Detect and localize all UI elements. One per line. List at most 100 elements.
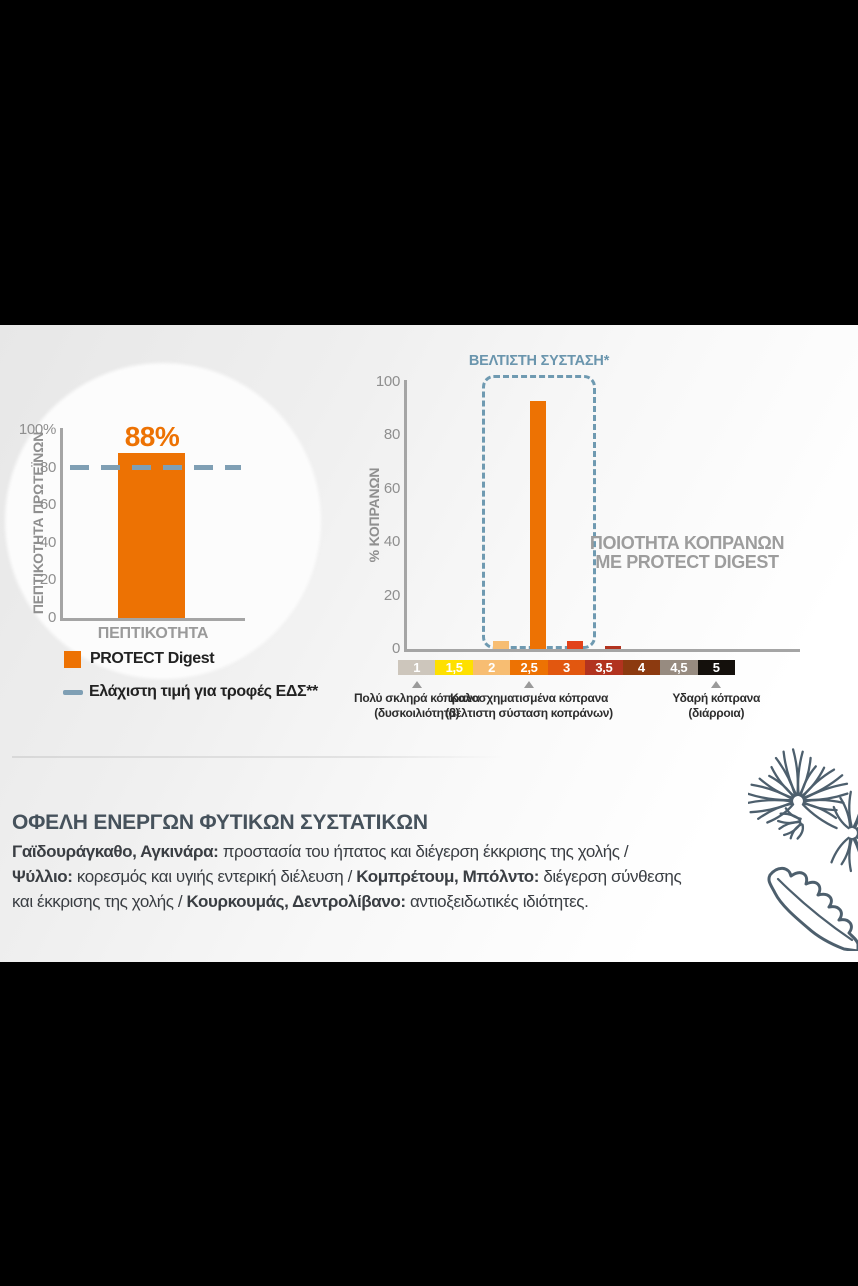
benefits-paragraph: Γαϊδουράγκαθο, Αγκινάρα: προστασία του ή… <box>12 839 692 914</box>
marker-label-line-1: Πολύ σκληρά κόπρανα <box>353 691 480 705</box>
y-tick-label: 20 <box>383 586 400 604</box>
y-tick-label: 60 <box>383 479 400 497</box>
thistle-leaf-midrib <box>776 877 854 942</box>
thistle-leaf <box>767 866 858 951</box>
thistle-petal-stroke <box>799 765 817 797</box>
y-tick-label: 0 <box>391 640 400 657</box>
y-tick-label: 80 <box>39 458 56 476</box>
thistle-petal-stroke <box>802 782 849 801</box>
thistle-petal-stroke <box>832 805 850 830</box>
left-chart-category-label: ΠΕΠΤΙΚΟΤΗΤΑ <box>97 625 209 642</box>
thistle-illustration <box>748 748 858 951</box>
marker-label-line-1: Υδαρή κόπρανα <box>672 691 761 705</box>
thistle-petal-stroke <box>802 798 845 805</box>
thistle-petal-stroke <box>853 818 858 830</box>
y-tick-label: 100% <box>18 421 56 438</box>
scale-segment: 3 <box>547 660 586 675</box>
ingredient-description: διέγερση σύνθεσης και έκκρισης της χολής… <box>12 867 682 911</box>
thistle-petal-stroke <box>830 836 850 864</box>
stool-quality-chart: ΒΕΛΤΙΣΤΗ ΣΥΣΤΑΣΗ* 0 20 40 60 80 100 % ΚΟΠΡΑΝΩ… <box>0 325 858 962</box>
left-chart-x-axis <box>60 618 245 621</box>
thistle-petal-stroke <box>796 823 805 840</box>
minimum-value-dashed-line <box>70 465 241 471</box>
ingredient-description: αντιοξειδωτικές ιδιότητες. <box>405 892 589 911</box>
y-tick-label: 80 <box>383 426 400 444</box>
y-tick-label: 60 <box>39 496 56 514</box>
scale-segment: 1 <box>398 660 436 675</box>
annotation-line-2: ΜΕ PROTECT DIGEST <box>595 552 779 572</box>
marker-label-line-2: (βέλτιστη σύσταση κοπράνων) <box>445 706 613 720</box>
digestibility-value-label: 88% <box>124 421 180 452</box>
thistle-petal-stroke <box>776 819 802 825</box>
digestibility-bar <box>118 452 185 618</box>
thistle-petal-stroke <box>839 796 852 829</box>
ingredient-name: Ψύλλιο: <box>12 867 73 886</box>
top-letterbox <box>0 0 858 325</box>
ingredient-name: Κουρκουμάς, Δεντρολίβανο: <box>186 892 407 911</box>
legend-label: Ελάχιστη τιμή για τροφές ΕΔΣ** <box>89 683 318 700</box>
thistle-petal-stroke <box>852 837 858 853</box>
thistle-petal-stroke <box>748 792 794 802</box>
scale-segment: 4,5 <box>660 660 698 675</box>
ingredient-name: Κομπρέτουμ, Μπόλντο: <box>356 867 540 886</box>
scale-segment: 5 <box>697 660 735 675</box>
thistle-petal-stroke <box>784 807 802 820</box>
scale-segment: 4 <box>622 660 661 675</box>
section-divider <box>12 756 502 758</box>
stool-score-bar <box>604 646 621 649</box>
bottom-letterbox <box>0 962 858 1286</box>
left-chart-y-axis <box>60 428 63 619</box>
scale-segment: 1,5 <box>435 660 473 675</box>
thistle-petal-stroke <box>782 750 798 797</box>
ingredient-description: προστασία του ήπατος και διέγερση έκκρισ… <box>218 842 629 861</box>
scale-segment: 2 <box>472 660 511 675</box>
dash-icon <box>63 689 83 695</box>
marker-triangle-icon <box>711 681 722 688</box>
marker-label-line-2: (διάρροια) <box>688 706 745 720</box>
legend-label: PROTECT Digest <box>90 650 215 667</box>
thistle-petal-stroke <box>801 803 838 830</box>
optimal-composition-title: ΒΕΛΤΙΣΤΗ ΣΥΣΤΑΣΗ* <box>468 353 610 369</box>
marker-label: Υδαρή κόπρανα (διάρροια) <box>596 691 836 721</box>
scale-segment: 2,5 <box>510 660 548 675</box>
thistle-petal-stroke <box>766 803 795 824</box>
right-chart-x-axis <box>404 649 800 652</box>
marker-triangle-icon <box>524 681 535 688</box>
y-tick-label: 0 <box>47 609 56 626</box>
marker-label-line-2: (δυσκοιλιότητα) <box>374 706 460 720</box>
scale-segment: 3,5 <box>585 660 623 675</box>
thistle-petal-stroke <box>852 813 858 829</box>
thistle-petal-stroke <box>796 750 804 797</box>
protein-digestibility-chart: 0 20 40 60 80 100% ΠΕΠΤΙΚΟΤΗΤΑ ΠΡΩΤΕΪΝΩΝ 88% … <box>0 325 858 962</box>
marker-label: Καλοσχηματισμένα κόπρανα (βέλτιστη σύστασ… <box>409 691 649 721</box>
legend-item-minimum-value: Ελάχιστη τιμή για τροφές ΕΔΣ** <box>63 683 318 701</box>
marker-triangle-icon <box>411 681 422 688</box>
y-tick-label: 100 <box>375 373 400 390</box>
thistle-petal-stroke <box>770 765 796 798</box>
annotation-line-1: ΠΟΙΟΤΗΤΑ ΚΟΠΡΑΝΩΝ <box>589 533 785 553</box>
y-tick-label: 40 <box>383 533 400 551</box>
stool-score-bar <box>530 400 547 649</box>
thistle-petal-stroke <box>840 837 852 866</box>
ingredient-description: κορεσμός και υγιής εντερική διέλευση / <box>72 867 357 886</box>
right-chart-y-axis-label: % ΚΟΠΡΑΝΩΝ <box>366 467 382 563</box>
legend-item-protect-digest: PROTECT Digest <box>64 650 215 668</box>
stool-score-bar <box>492 640 509 649</box>
thistle-petal-stroke <box>749 801 794 814</box>
right-chart-y-axis <box>404 380 407 649</box>
y-tick-label: 20 <box>39 571 56 589</box>
stool-quality-annotation: ΠΟΙΟΤΗΤΑ ΚΟΠΡΑΝΩΝ ΜΕ PROTECT DIGEST <box>557 534 817 572</box>
stool-score-bar <box>567 640 584 649</box>
marker-label: Πολύ σκληρά κόπρανα (δυσκοιλιότητα) <box>297 691 537 721</box>
orange-square-icon <box>64 650 81 668</box>
benefits-heading: ΟΦΕΛΗ ΕΝΕΡΓΩΝ ΦΥΤΙΚΩΝ ΣΥΣΤΑΤΙΚΩΝ <box>12 811 428 834</box>
thistle-petal-stroke <box>802 802 838 820</box>
thistle-petal-stroke <box>758 777 794 800</box>
thistle-petal-stroke <box>782 822 802 837</box>
ingredient-name: Γαϊδουράγκαθο, Αγκινάρα: <box>12 842 219 861</box>
thistle-petal-stroke <box>853 836 858 848</box>
y-tick-label: 40 <box>39 533 56 551</box>
content-panel: 0 20 40 60 80 100% ΠΕΠΤΙΚΟΤΗΤΑ ΠΡΩΤΕΪΝΩΝ 88% … <box>0 325 858 962</box>
marker-label-line-1: Καλοσχηματισμένα κόπρανα <box>450 691 609 705</box>
